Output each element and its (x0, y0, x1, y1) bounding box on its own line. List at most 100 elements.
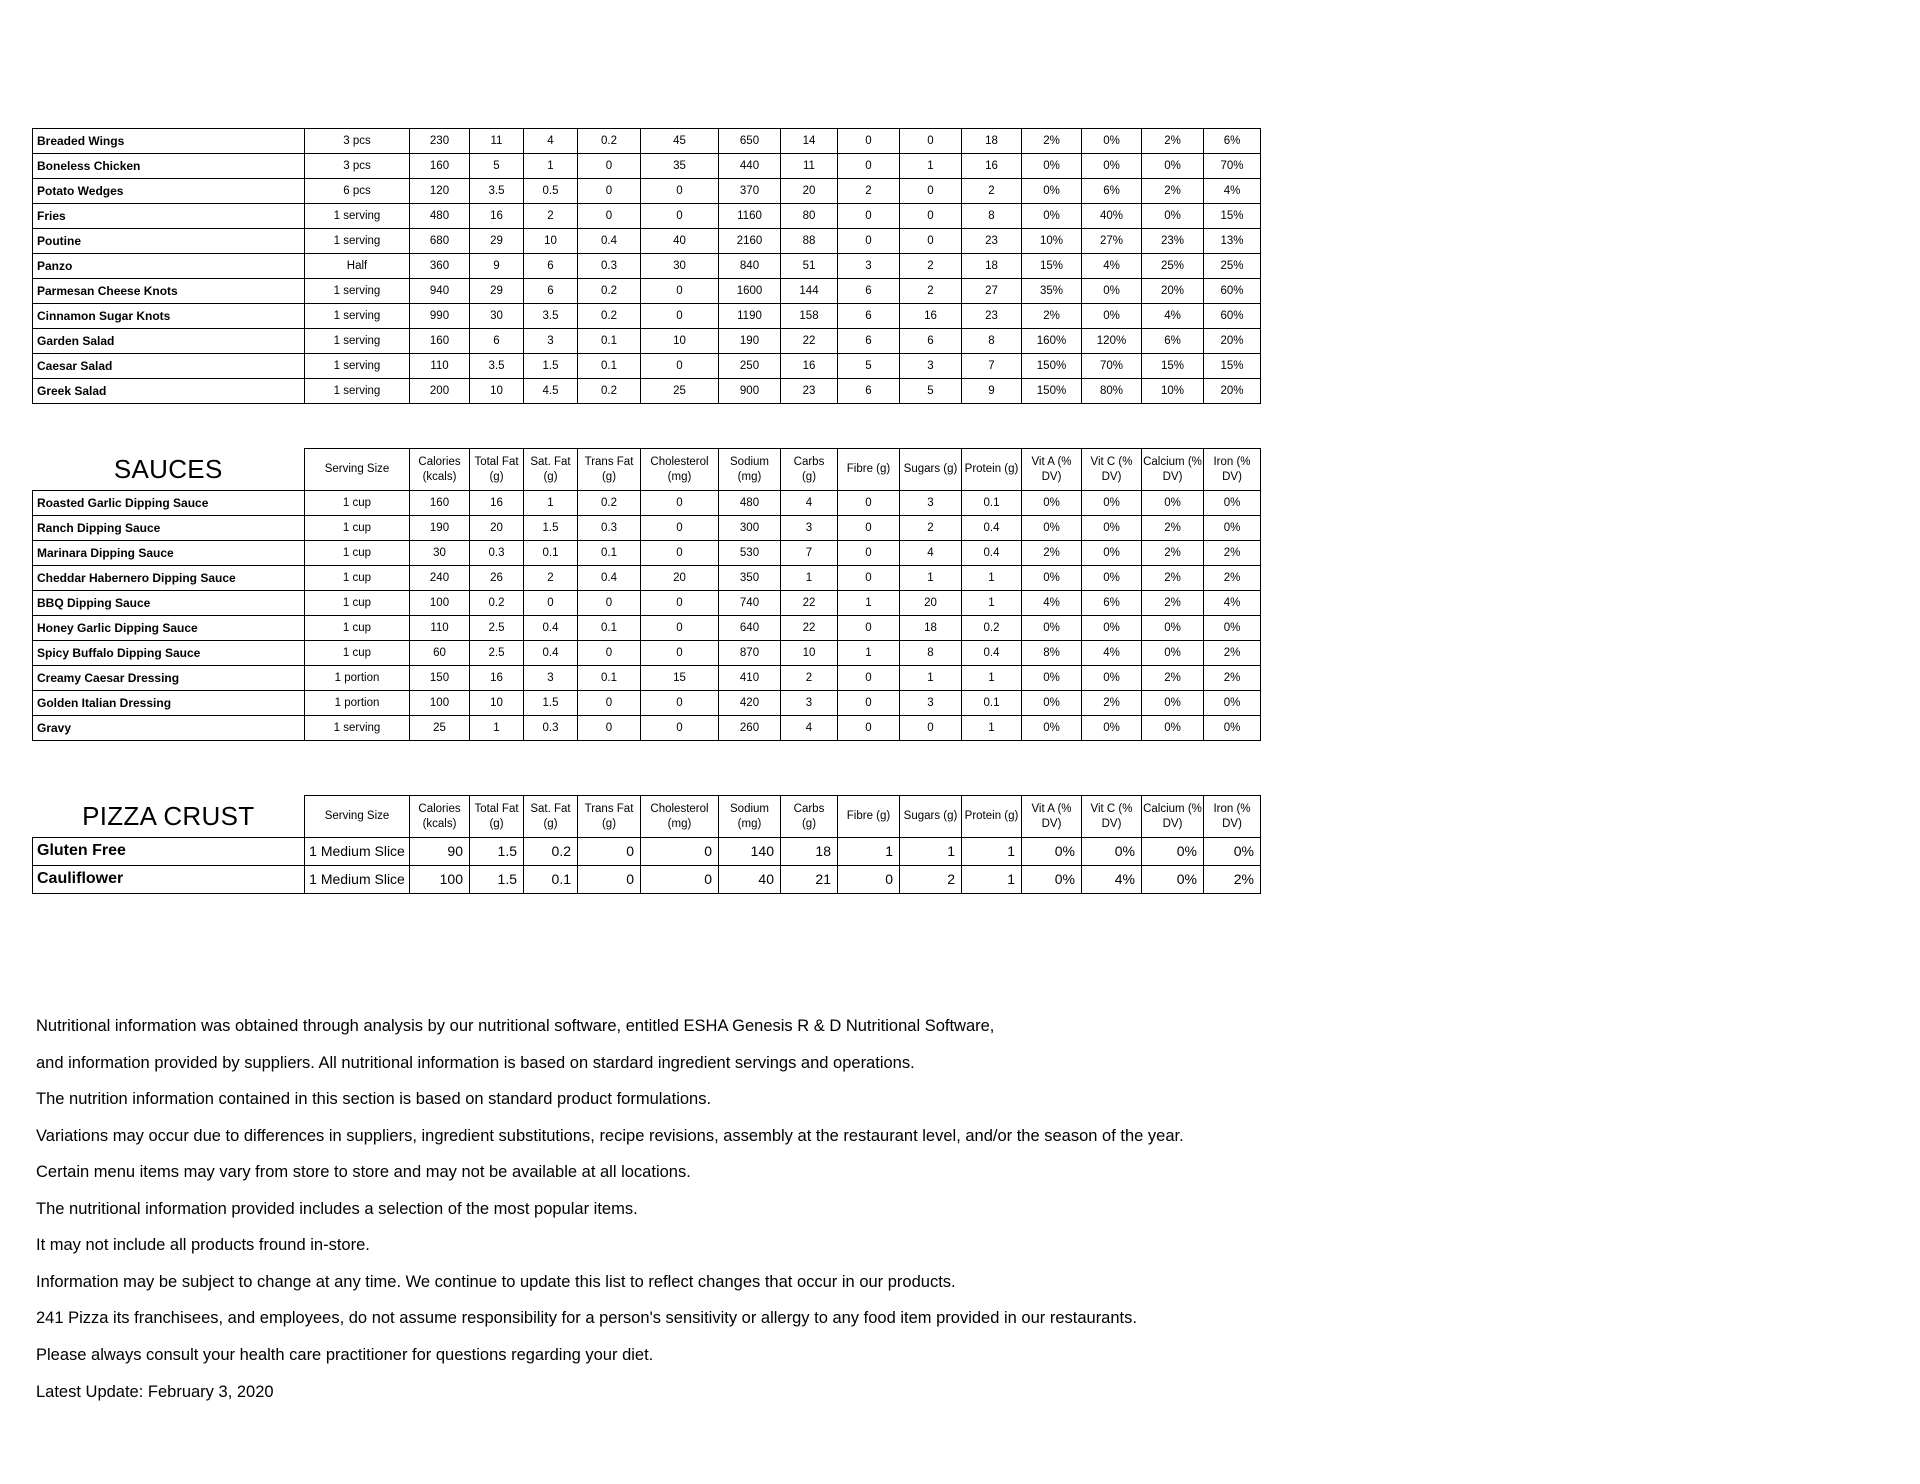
cell-sat-fat: 2 (523, 203, 578, 229)
cell-sat-fat: 6 (523, 278, 578, 304)
sauces-section-title: SAUCES (113, 453, 223, 484)
row-item-name: Poutine (32, 228, 305, 254)
cell-cholesterol: 0 (640, 715, 719, 741)
cell-iron: 2% (1203, 640, 1261, 666)
cell-iron: 15% (1203, 353, 1261, 379)
cell-sat-fat: 4.5 (523, 378, 578, 404)
cell-trans-fat: 0.1 (577, 353, 641, 379)
cell-sugars: 5 (899, 378, 962, 404)
cell-protein: 23 (961, 228, 1022, 254)
cell-calcium: 4% (1141, 303, 1204, 329)
row-item-name: Fries (32, 203, 305, 229)
cell-sugars: 1 (899, 837, 962, 866)
col-sugars: Sugars (g) (899, 795, 962, 838)
row-item-name: Cinnamon Sugar Knots (32, 303, 305, 329)
cell-sodium: 1190 (718, 303, 781, 329)
table-row: Potato Wedges 6 pcs 120 3.5 0.5 0 0 370 20 2 0 2 0% 6… (32, 178, 1261, 204)
cell-fibre: 0 (837, 565, 900, 591)
cell-serving-size: Half (304, 253, 410, 279)
cell-sat-fat: 1.5 (523, 690, 578, 716)
snacks-nutrition-table: Breaded Wings 3 pcs 230 11 4 0.2 45 650 14 0 0 18 2%… (32, 128, 1261, 404)
cell-total-fat: 26 (469, 565, 524, 591)
cell-fibre: 2 (837, 178, 900, 204)
cell-calories: 200 (409, 378, 470, 404)
table-row: Gluten Free 1 Medium Slice 90 1.5 0.2 0 0 140 18… (32, 837, 1261, 866)
cell-protein: 1 (961, 565, 1022, 591)
cell-protein: 0.2 (961, 615, 1022, 641)
cell-trans-fat: 0.2 (577, 303, 641, 329)
col-sugars: Sugars (g) (899, 448, 962, 491)
cell-sugars: 2 (899, 253, 962, 279)
cell-protein: 7 (961, 353, 1022, 379)
cell-total-fat: 9 (469, 253, 524, 279)
row-item-name: Honey Garlic Dipping Sauce (32, 615, 305, 641)
cell-sugars: 0 (899, 715, 962, 741)
cell-protein: 16 (961, 153, 1022, 179)
cell-carbs: 23 (780, 378, 838, 404)
cell-calories: 480 (409, 203, 470, 229)
row-item-name: Gluten Free (32, 837, 305, 866)
cell-total-fat: 16 (469, 203, 524, 229)
row-item-name: Cauliflower (32, 865, 305, 894)
row-item-name: Potato Wedges (32, 178, 305, 204)
col-calcium: Calcium (% DV) (1141, 795, 1204, 838)
cell-sat-fat: 1.5 (523, 353, 578, 379)
cell-total-fat: 0.2 (469, 590, 524, 616)
cell-sugars: 2 (899, 515, 962, 541)
cell-serving-size: 1 cup (304, 490, 410, 516)
cell-carbs: 4 (780, 490, 838, 516)
cell-vit-a: 0% (1021, 865, 1082, 894)
table-row: Caesar Salad 1 serving 110 3.5 1.5 0.1 0 250 16 5… (32, 353, 1261, 379)
cell-iron: 4% (1203, 590, 1261, 616)
cell-iron: 0% (1203, 715, 1261, 741)
cell-sugars: 18 (899, 615, 962, 641)
cell-iron: 2% (1203, 665, 1261, 691)
cell-calories: 100 (409, 865, 470, 894)
cell-carbs: 80 (780, 203, 838, 229)
col-sat-fat: Sat. Fat (g) (523, 795, 578, 838)
footnote-line: Please always consult your health care p… (36, 1345, 654, 1364)
cell-sodium: 140 (718, 837, 781, 866)
cell-vit-a: 0% (1021, 837, 1082, 866)
cell-protein: 23 (961, 303, 1022, 329)
cell-trans-fat: 0 (577, 153, 641, 179)
cell-sugars: 8 (899, 640, 962, 666)
cell-trans-fat: 0 (577, 590, 641, 616)
cell-trans-fat: 0.3 (577, 253, 641, 279)
footnote-line: The nutritional information provided inc… (36, 1199, 638, 1218)
cell-trans-fat: 0 (577, 203, 641, 229)
cell-iron: 0% (1203, 490, 1261, 516)
cell-protein: 1 (961, 715, 1022, 741)
cell-vit-a: 0% (1021, 690, 1082, 716)
cell-serving-size: 1 cup (304, 515, 410, 541)
cell-vit-c: 0% (1081, 565, 1142, 591)
cell-trans-fat: 0 (577, 715, 641, 741)
cell-calcium: 2% (1141, 665, 1204, 691)
cell-calcium: 2% (1141, 540, 1204, 566)
table-row: Golden Italian Dressing 1 portion 100 10 1.5… (32, 690, 1261, 716)
cell-serving-size: 1 serving (304, 353, 410, 379)
cell-cholesterol: 20 (640, 565, 719, 591)
cell-carbs: 7 (780, 540, 838, 566)
cell-total-fat: 29 (469, 278, 524, 304)
cell-total-fat: 2.5 (469, 640, 524, 666)
cell-cholesterol: 0 (640, 203, 719, 229)
cell-calories: 230 (409, 128, 470, 154)
cell-vit-a: 35% (1021, 278, 1082, 304)
cell-trans-fat: 0.4 (577, 565, 641, 591)
cell-sat-fat: 3.5 (523, 303, 578, 329)
cell-calories: 680 (409, 228, 470, 254)
cell-fibre: 0 (837, 665, 900, 691)
cell-iron: 2% (1203, 865, 1261, 894)
cell-total-fat: 16 (469, 490, 524, 516)
cell-iron: 2% (1203, 540, 1261, 566)
cell-vit-a: 0% (1021, 565, 1082, 591)
cell-sugars: 3 (899, 490, 962, 516)
cell-vit-c: 0% (1081, 153, 1142, 179)
cell-sugars: 1 (899, 665, 962, 691)
cell-trans-fat: 0.1 (577, 665, 641, 691)
cell-vit-a: 2% (1021, 128, 1082, 154)
cell-vit-a: 0% (1021, 515, 1082, 541)
cell-total-fat: 20 (469, 515, 524, 541)
cell-calories: 160 (409, 490, 470, 516)
